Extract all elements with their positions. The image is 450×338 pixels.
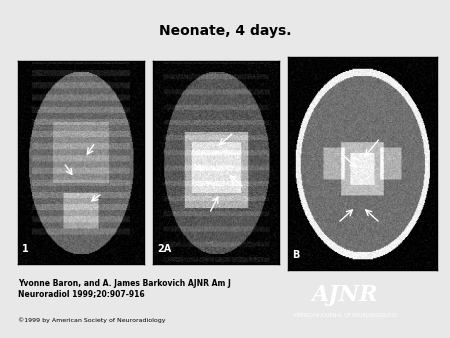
Text: 1: 1 [22,244,29,254]
Text: Neonate, 4 days.: Neonate, 4 days. [159,24,291,38]
Text: 2A: 2A [157,244,171,254]
Text: Yvonne Baron, and A. James Barkovich AJNR Am J: Yvonne Baron, and A. James Barkovich AJN… [18,279,231,288]
Text: Neuroradiol 1999;20:907-916: Neuroradiol 1999;20:907-916 [18,289,144,298]
Text: AMERICAN JOURNAL OF NEURORADIOLOGY: AMERICAN JOURNAL OF NEURORADIOLOGY [292,313,398,317]
Text: ©1999 by American Society of Neuroradiology: ©1999 by American Society of Neuroradiol… [18,318,166,323]
Text: AJNR: AJNR [312,284,378,306]
Text: B: B [292,250,299,260]
